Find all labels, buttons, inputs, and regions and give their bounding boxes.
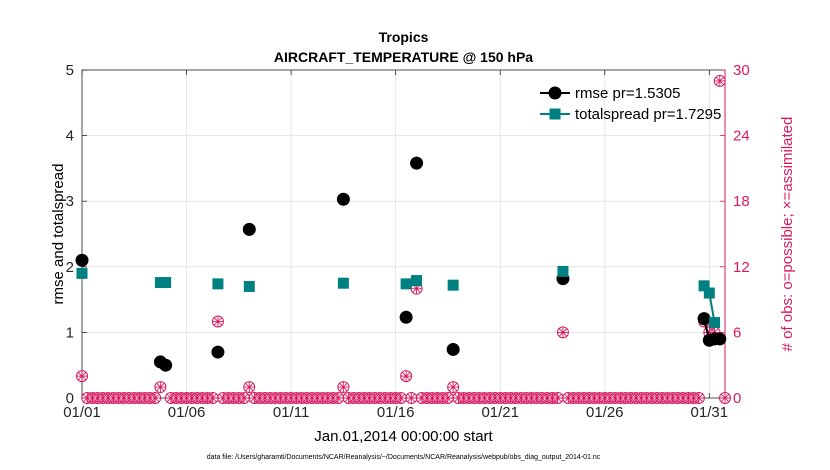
legend-label-rmse: rmse pr=1.5305 xyxy=(575,85,680,102)
y-tick-label: 5 xyxy=(66,62,74,79)
x-tick-label: 01/21 xyxy=(481,404,519,421)
y-axis-label: rmse and totalspread xyxy=(50,164,67,305)
obs-assimilated-marker xyxy=(552,392,564,404)
x-tick-label: 01/11 xyxy=(273,404,309,421)
obs-assimilated-marker xyxy=(332,392,344,404)
obs-assimilated-marker xyxy=(714,75,726,87)
totalspread-point xyxy=(411,275,423,287)
y2-axis-label: # of obs: o=possible; ×=assimilated xyxy=(779,117,796,352)
totalspread-point xyxy=(447,279,459,291)
totalspread-point xyxy=(337,277,349,289)
totalspread-point xyxy=(703,287,715,299)
obs-assimilated-marker xyxy=(405,392,417,404)
totalspread-point xyxy=(243,280,255,292)
chart-title: Tropics xyxy=(379,29,429,45)
y2-tick-label: 24 xyxy=(733,128,750,145)
legend-marker-rmse xyxy=(548,86,562,100)
rmse-point xyxy=(75,253,89,267)
totalspread-point xyxy=(709,317,721,329)
rmse-point xyxy=(697,312,711,326)
rmse-point xyxy=(446,342,460,356)
x-tick-label: 01/26 xyxy=(586,404,624,421)
x-axis: 01/01 01/06 01/11 01/16 01/21 01/26 01/31 xyxy=(63,70,728,421)
y-tick-label: 4 xyxy=(66,128,74,145)
y-tick-label: 0 xyxy=(66,390,74,407)
legend: rmse pr=1.5305 totalspread pr=1.7295 xyxy=(540,85,721,123)
y2-tick-label: 0 xyxy=(733,390,741,407)
obs-assimilated-marker xyxy=(442,392,454,404)
rmse-point xyxy=(211,345,225,359)
y-tick-label: 2 xyxy=(66,259,74,276)
rmse-point xyxy=(336,192,350,206)
obs-assimilated-marker xyxy=(395,392,407,404)
series-lines xyxy=(159,281,720,367)
totalspread-point xyxy=(557,265,569,277)
rmse-point xyxy=(410,156,424,170)
x-tick-label: 01/06 xyxy=(168,404,206,421)
obs-assimilated-marker xyxy=(447,381,459,393)
x-axis-label: Jan.01,2014 00:00:00 start xyxy=(314,428,493,445)
obs-assimilated-marker xyxy=(400,370,412,382)
y-axis-right: 0 6 12 18 24 30 xyxy=(720,62,750,407)
y-tick-label: 1 xyxy=(66,324,74,341)
obs-assimilated-marker xyxy=(709,326,721,338)
series-markers xyxy=(75,156,727,372)
data-file-footnote: data file: /Users/gharamti/Documents/NCA… xyxy=(207,454,601,461)
obs-assimilated-marker xyxy=(693,392,705,404)
legend-label-totalspread: totalspread pr=1.7295 xyxy=(575,106,721,123)
totalspread-point xyxy=(400,278,412,290)
obs-assimilated-marker xyxy=(337,381,349,393)
rmse-point xyxy=(399,310,413,324)
y-tick-label: 3 xyxy=(66,193,74,210)
totalspread-point xyxy=(212,278,224,290)
obs-assimilated-marker xyxy=(212,315,224,327)
obs-assimilated-marker xyxy=(154,381,166,393)
chart-subtitle: AIRCRAFT_TEMPERATURE @ 150 hPa xyxy=(274,49,533,65)
obs-assimilated-marker xyxy=(411,283,423,295)
obs-count-markers xyxy=(76,74,731,404)
totalspread-point xyxy=(160,277,172,289)
totalspread-point xyxy=(698,280,710,292)
rmse-point xyxy=(713,332,727,346)
y2-tick-label: 12 xyxy=(733,259,750,276)
y2-tick-label: 30 xyxy=(733,62,750,79)
obs-assimilated-marker xyxy=(243,381,255,393)
rmse-point xyxy=(242,222,256,236)
rmse-point xyxy=(159,358,173,372)
obs-assimilated-marker xyxy=(557,326,569,338)
obs-assimilated-marker xyxy=(149,392,161,404)
legend-marker-totalspread xyxy=(549,108,561,120)
totalspread-point xyxy=(76,267,88,279)
obs-assimilated-marker xyxy=(238,392,250,404)
obs-assimilated-marker xyxy=(719,392,731,404)
x-tick-label: 01/16 xyxy=(377,404,415,421)
x-tick-label: 01/01 xyxy=(63,404,101,421)
x-tick-label: 01/31 xyxy=(691,404,729,421)
y2-tick-label: 18 xyxy=(733,193,750,210)
y-axis-left: 0 1 2 3 4 5 xyxy=(66,62,87,407)
obs-assimilated-marker xyxy=(207,392,219,404)
y2-tick-label: 6 xyxy=(733,324,741,341)
obs-assimilated-marker xyxy=(76,370,88,382)
